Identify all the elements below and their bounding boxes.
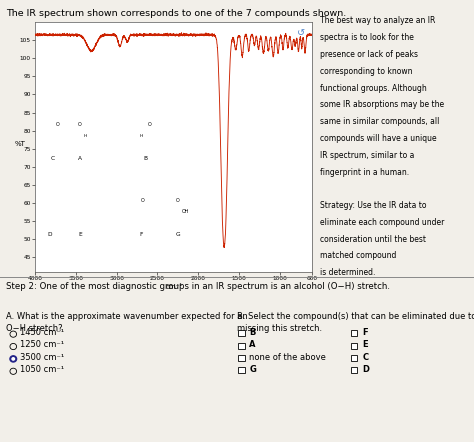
- Text: A: A: [249, 340, 256, 349]
- Y-axis label: %T: %T: [14, 141, 25, 147]
- Text: OH: OH: [182, 209, 190, 214]
- Text: C: C: [362, 353, 368, 362]
- Text: E: E: [78, 232, 82, 237]
- Text: G: G: [249, 365, 256, 374]
- Text: D: D: [47, 232, 52, 237]
- Text: fingerprint in a human.: fingerprint in a human.: [320, 168, 410, 176]
- X-axis label: cm⁻¹: cm⁻¹: [165, 284, 182, 290]
- Text: some IR absorptions may be the: some IR absorptions may be the: [320, 100, 445, 109]
- Text: O: O: [78, 122, 82, 127]
- Text: is determined.: is determined.: [320, 268, 376, 277]
- Text: O: O: [56, 122, 60, 127]
- Text: F: F: [362, 328, 368, 337]
- Text: E: E: [362, 340, 368, 349]
- Text: O: O: [147, 122, 151, 127]
- Text: 1050 cm⁻¹: 1050 cm⁻¹: [20, 365, 64, 374]
- Text: H: H: [83, 134, 86, 138]
- Text: missing this stretch.: missing this stretch.: [237, 324, 322, 332]
- Text: Strategy: Use the IR data to: Strategy: Use the IR data to: [320, 201, 427, 210]
- Text: none of the above: none of the above: [249, 353, 326, 362]
- Text: ↺: ↺: [297, 28, 305, 38]
- Text: A: A: [78, 156, 82, 161]
- Text: eliminate each compound under: eliminate each compound under: [320, 218, 445, 227]
- Text: presence or lack of peaks: presence or lack of peaks: [320, 50, 419, 59]
- Text: Step 2: One of the most diagnostic groups in an IR spectrum is an alcohol (O−H) : Step 2: One of the most diagnostic group…: [6, 282, 390, 290]
- Text: O: O: [176, 198, 180, 203]
- Text: B. Select the compound(s) that can be eliminated due to: B. Select the compound(s) that can be el…: [237, 312, 474, 320]
- Text: B: B: [249, 328, 255, 337]
- Text: The IR spectrum shown corresponds to one of the 7 compounds shown.: The IR spectrum shown corresponds to one…: [6, 9, 346, 18]
- Text: O−H stretch?: O−H stretch?: [6, 324, 62, 332]
- Text: IR spectrum, similar to a: IR spectrum, similar to a: [320, 151, 415, 160]
- Text: A. What is the approximate wavenumber expected for an: A. What is the approximate wavenumber ex…: [6, 312, 247, 320]
- Text: matched compound: matched compound: [320, 251, 397, 260]
- Text: 1250 cm⁻¹: 1250 cm⁻¹: [20, 340, 64, 349]
- Text: O: O: [141, 198, 145, 203]
- Text: compounds will have a unique: compounds will have a unique: [320, 134, 437, 143]
- Text: 1450 cm⁻¹: 1450 cm⁻¹: [20, 328, 64, 337]
- Text: H: H: [139, 134, 143, 138]
- Text: corresponding to known: corresponding to known: [320, 67, 413, 76]
- Text: spectra is to look for the: spectra is to look for the: [320, 33, 414, 42]
- Text: G: G: [175, 232, 180, 237]
- Text: F: F: [139, 232, 143, 237]
- Text: The best way to analyze an IR: The best way to analyze an IR: [320, 16, 436, 25]
- Text: same in similar compounds, all: same in similar compounds, all: [320, 117, 440, 126]
- Text: 3500 cm⁻¹: 3500 cm⁻¹: [20, 353, 64, 362]
- Text: functional groups. Although: functional groups. Although: [320, 84, 427, 92]
- Text: B: B: [143, 156, 147, 161]
- Text: C: C: [51, 156, 55, 161]
- Text: consideration until the best: consideration until the best: [320, 235, 427, 244]
- Text: D: D: [362, 365, 369, 374]
